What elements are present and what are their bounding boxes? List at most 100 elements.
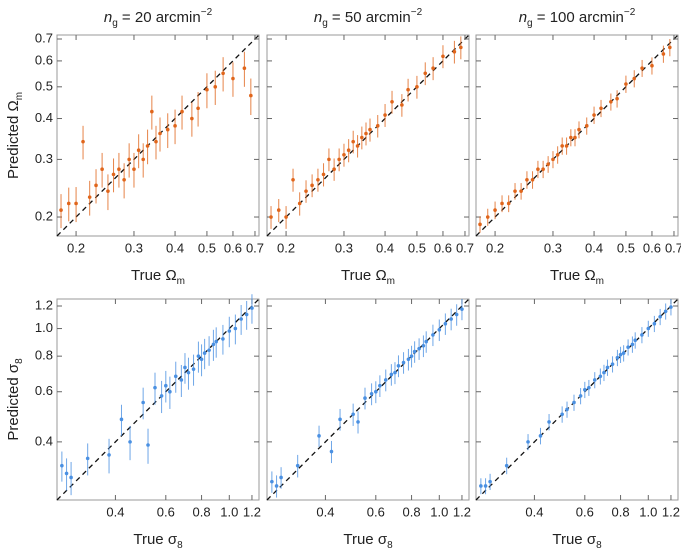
x-tick-label: 0.2 [67, 240, 85, 255]
panel-title-part: n [519, 9, 527, 26]
point [329, 449, 334, 454]
y-tick-label: 0.3 [35, 151, 53, 166]
point [650, 63, 654, 68]
point [284, 215, 288, 219]
point [186, 370, 191, 375]
x-axis-label-part: 8 [387, 540, 393, 551]
point [443, 321, 448, 326]
point [452, 49, 457, 54]
point [547, 420, 551, 424]
y-axis-label-part: 8 [14, 358, 25, 364]
x-tick-label: 1.2 [453, 504, 471, 519]
point [337, 157, 341, 162]
point [356, 420, 360, 424]
point [417, 346, 421, 351]
point [374, 389, 378, 394]
point [231, 76, 235, 81]
panel-title: ng = 50 arcmin−2 [314, 7, 423, 29]
point [136, 148, 141, 153]
point [295, 463, 300, 468]
point [190, 116, 194, 121]
point [560, 144, 564, 148]
point [342, 152, 346, 157]
point [609, 99, 613, 104]
x-tick-label: 0.3 [544, 240, 562, 255]
x-tick-label: 0.6 [157, 504, 175, 519]
panel-title-part: g [527, 18, 533, 29]
point [196, 106, 200, 111]
point [504, 463, 509, 468]
x-tick-label: 0.7 [246, 240, 264, 255]
x-axis-label-part: 8 [177, 540, 183, 551]
point [396, 363, 401, 368]
point [479, 484, 483, 488]
x-axis-label-part: True Ω [131, 267, 177, 284]
point [332, 167, 336, 172]
point [583, 387, 587, 392]
point [316, 177, 320, 182]
point [351, 412, 355, 417]
x-tick-label: 0.2 [486, 240, 504, 255]
x-tick-label: 0.5 [408, 240, 426, 255]
point [221, 337, 225, 341]
point [239, 317, 243, 321]
x-axis-label: True Ωm [131, 267, 185, 287]
x-axis-label-part: m [596, 276, 604, 287]
point [274, 484, 279, 488]
point [621, 351, 626, 355]
x-axis-label-part: 8 [596, 540, 602, 551]
point [132, 167, 136, 172]
plot-frame [475, 34, 679, 237]
point [180, 109, 184, 114]
point [269, 215, 273, 219]
point [363, 396, 367, 400]
point [592, 378, 597, 382]
point [560, 412, 564, 417]
point [368, 127, 372, 132]
panel: 0.4 0.6 0.8 1.0 1.2 True σ8 [475, 298, 680, 551]
point [615, 355, 620, 360]
point [572, 400, 576, 405]
point [587, 385, 591, 390]
point [164, 383, 168, 388]
point [626, 345, 630, 350]
panel: 0.2 0.3 0.4 0.5 0.6 0.7 0.2 0.3 0.4 0.5 0.6 0.7 ng =… [5, 7, 264, 287]
point [412, 349, 417, 354]
point [159, 394, 164, 398]
x-axis-label-part: True Ω [550, 267, 596, 284]
x-tick-label: 1.2 [243, 504, 261, 519]
point [111, 172, 116, 177]
point [573, 135, 577, 140]
x-tick-label: 0.6 [576, 504, 594, 519]
y-tick-label: 1.2 [35, 297, 53, 312]
point [406, 87, 410, 92]
point [270, 479, 274, 484]
panel: 0.4 0.6 0.8 1.0 1.2 True σ8 [266, 298, 471, 551]
point [525, 177, 529, 182]
point [406, 357, 411, 362]
point [483, 484, 488, 488]
panel-title: ng = 100 arcmin−2 [519, 7, 636, 29]
point [640, 333, 644, 337]
y-axis-label-part: Predicted Ω [5, 100, 22, 179]
point [393, 370, 397, 375]
point [592, 113, 596, 117]
point [214, 339, 218, 344]
y-tick-label: 0.4 [35, 433, 53, 448]
point [519, 189, 523, 193]
panel-title-part: = 20 arcmin [118, 9, 201, 26]
point [536, 167, 540, 172]
x-axis-label-part: m [177, 276, 185, 287]
y-axis-label: Predicted σ8 [5, 358, 25, 441]
point [555, 152, 560, 157]
x-tick-label: 0.2 [277, 240, 295, 255]
panel: 0.2 0.3 0.4 0.5 0.6 0.7 ng = 50 arcmin−2 True Ω… [266, 7, 474, 287]
panel-title-part: g [322, 18, 328, 29]
point [242, 66, 247, 70]
point [506, 201, 511, 206]
point [100, 167, 104, 172]
point [154, 139, 158, 144]
point [168, 389, 172, 394]
